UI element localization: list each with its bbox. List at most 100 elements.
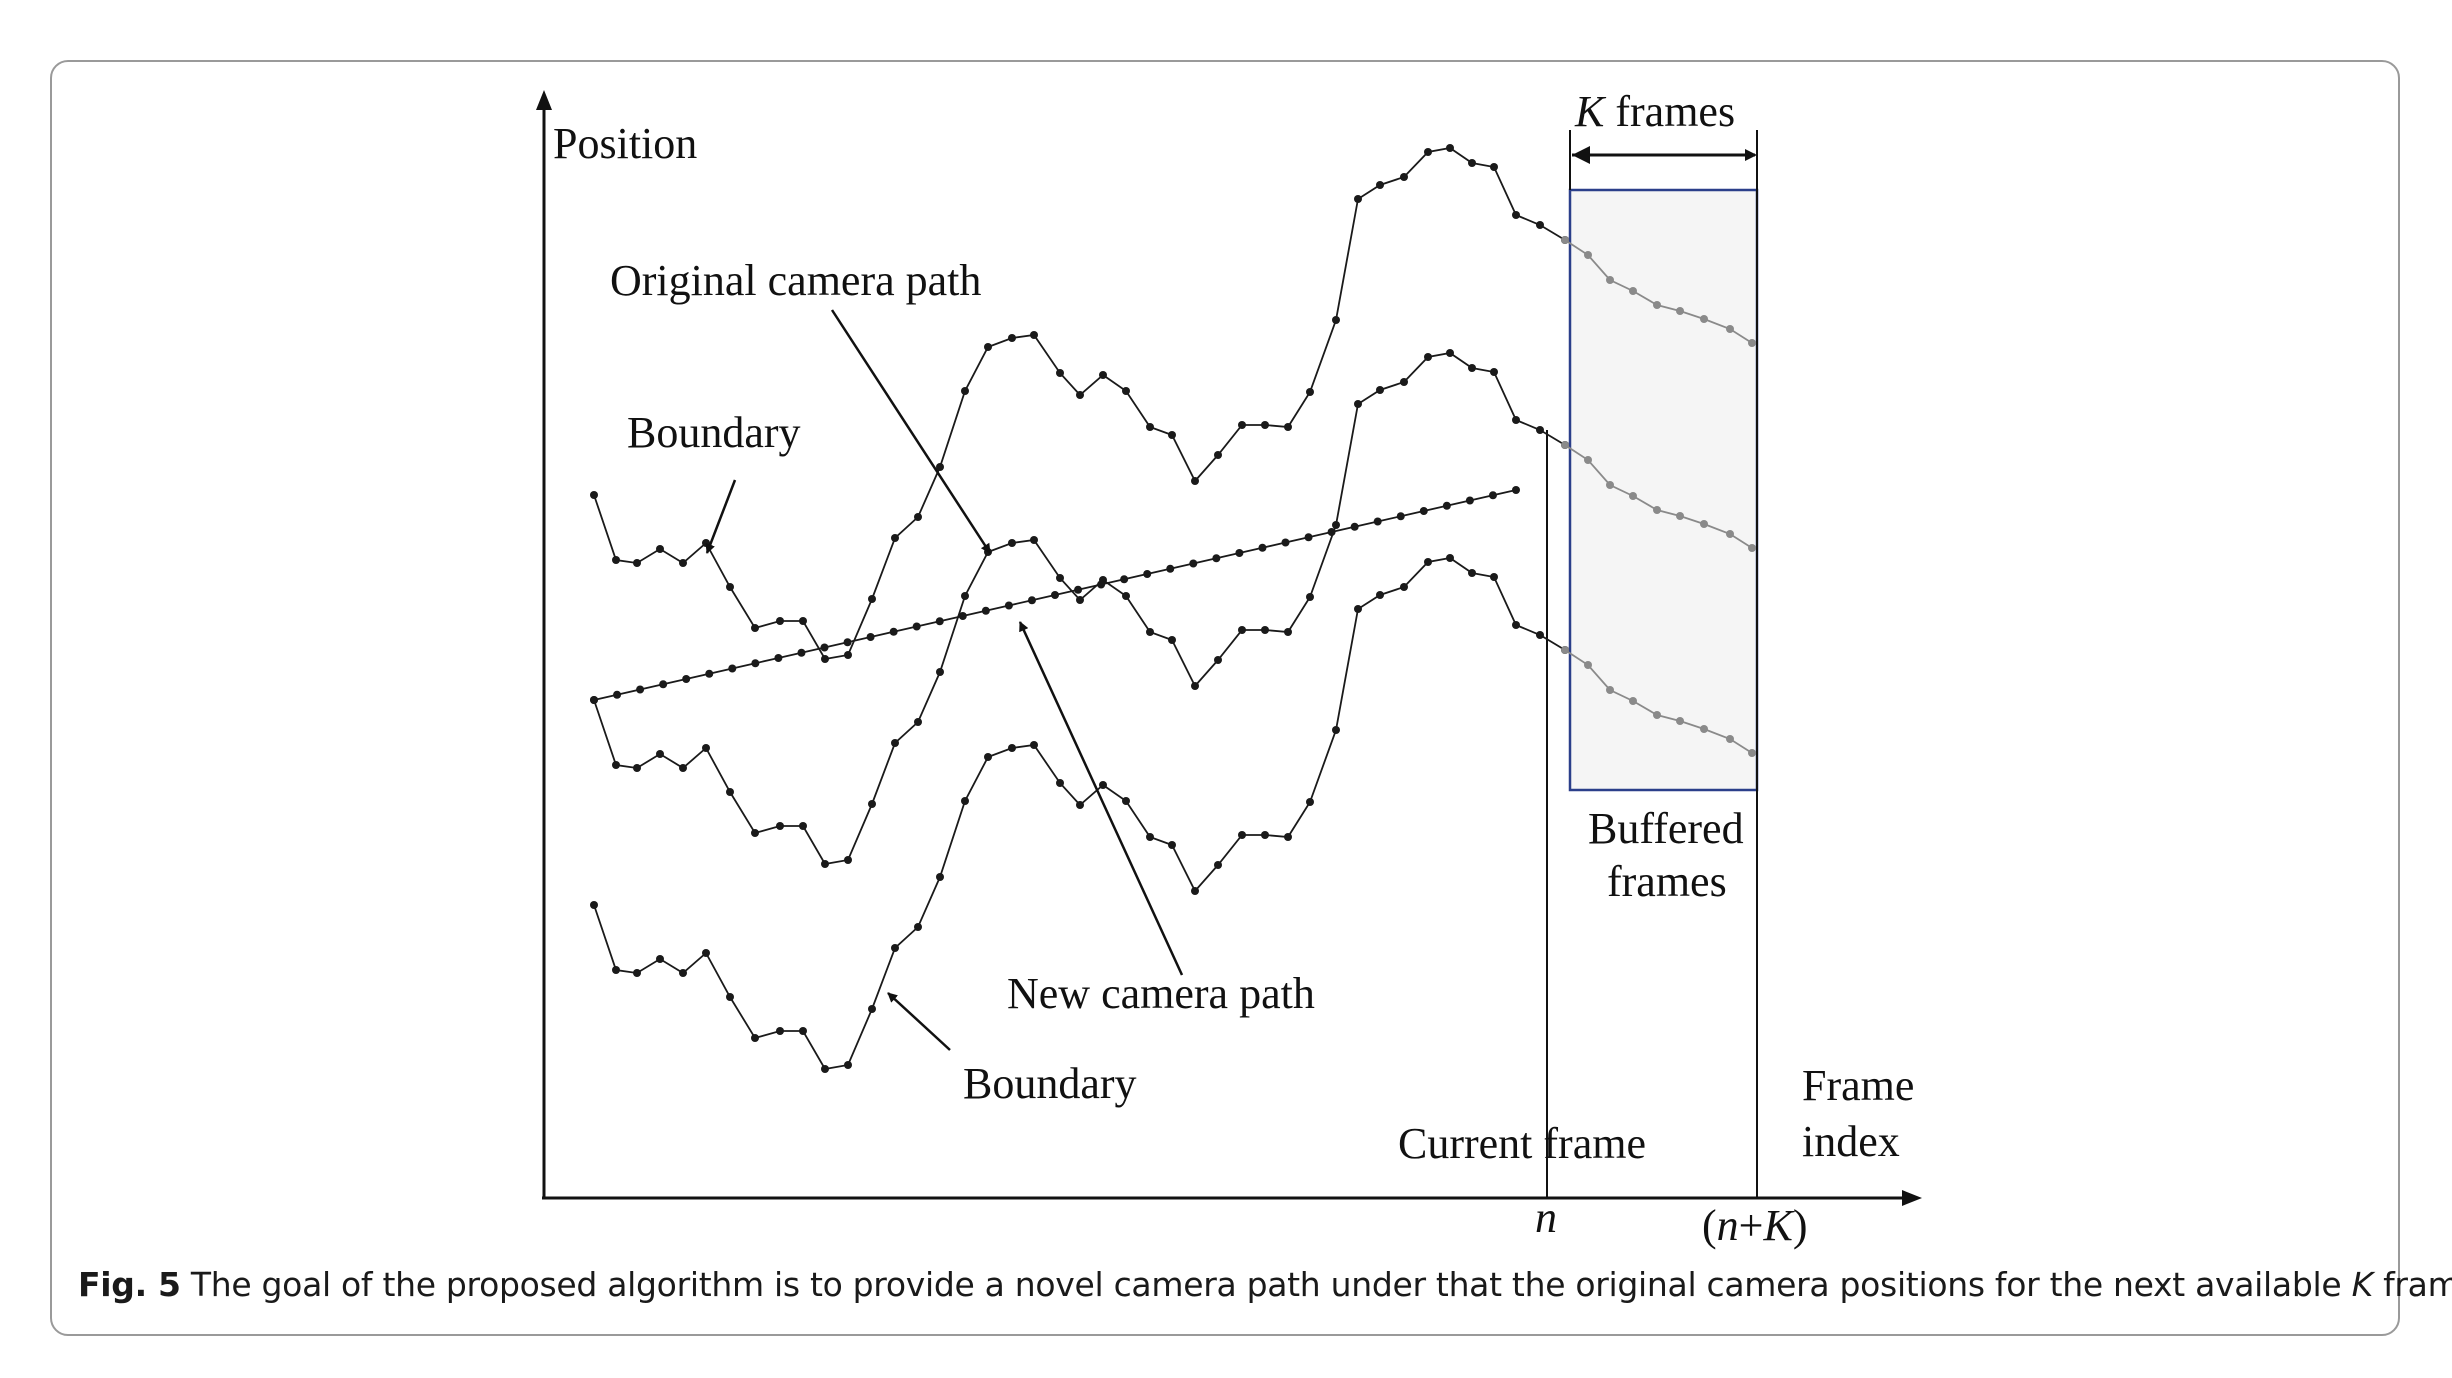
- lower-boundary-path-point: [1146, 833, 1154, 841]
- y-axis-label: Position: [553, 119, 697, 168]
- y-axis-arrowhead: [536, 90, 552, 110]
- new-camera-path-point: [1258, 543, 1267, 552]
- lower-boundary-path-point: [1099, 781, 1107, 789]
- upper-boundary-path-point: [1512, 211, 1520, 219]
- buffered-label-line1: Buffered: [1588, 804, 1744, 853]
- original-camera-path-point: [961, 592, 969, 600]
- upper-boundary-path-buffered-point: [1700, 315, 1708, 323]
- k-frames-var: K: [1574, 87, 1607, 136]
- upper-boundary-path-point: [1099, 371, 1107, 379]
- new-camera-path-point: [751, 659, 760, 668]
- original-camera-path-buffered-point: [1629, 492, 1637, 500]
- upper-boundary-path-point: [1284, 423, 1292, 431]
- new-camera-path-point: [1442, 501, 1451, 510]
- new-camera-path-point: [1327, 528, 1336, 536]
- lower-boundary-path-point: [984, 753, 992, 761]
- upper-boundary-path-point: [1008, 334, 1016, 342]
- k-frames-arrow-left-head: [1572, 146, 1590, 164]
- new-path-label: New camera path: [1007, 969, 1315, 1018]
- upper-boundary-path-point: [844, 651, 852, 659]
- buffer-box: [1568, 188, 1759, 792]
- new-camera-path-point: [820, 643, 829, 652]
- x-axis-arrowhead: [1902, 1190, 1922, 1206]
- lower-boundary-path-buffered-point: [1653, 711, 1661, 719]
- original-camera-path-point: [726, 788, 734, 796]
- tick-nk-close: ): [1793, 1201, 1808, 1250]
- original-camera-path-point: [1238, 626, 1246, 634]
- new-camera-path-point: [636, 685, 645, 694]
- new-camera-path-point: [1074, 585, 1083, 594]
- lower-boundary-path-point: [1168, 841, 1176, 849]
- upper-boundary-path-point: [1146, 423, 1154, 431]
- lower-boundary-path-point: [821, 1065, 829, 1073]
- lower-boundary-path-point: [914, 923, 922, 931]
- lower-boundary-path-point: [1261, 831, 1269, 839]
- lower-boundary-path-point: [1030, 741, 1038, 749]
- new-camera-path-point: [981, 606, 990, 615]
- lower-boundary-path-buffered-point: [1748, 749, 1756, 757]
- lower-boundary-path-buffered-point: [1676, 717, 1684, 725]
- lower-boundary-path-point: [1122, 797, 1130, 805]
- upper-boundary-path-point: [1238, 421, 1246, 429]
- new-camera-path-point: [912, 622, 921, 631]
- new-camera-path-point: [1488, 491, 1497, 500]
- original-camera-path-point: [868, 800, 876, 808]
- tick-nk-open: (: [1702, 1201, 1717, 1250]
- new-camera-path-point: [1304, 533, 1313, 542]
- upper-boundary-path-point: [751, 624, 759, 632]
- lower-boundary-path-buffered-point: [1561, 646, 1569, 654]
- new-camera-path-point: [1512, 486, 1520, 494]
- upper-boundary-path-buffered-point: [1748, 339, 1756, 347]
- new-camera-path-point: [1097, 580, 1106, 589]
- figure-caption: Fig. 5 The goal of the proposed algorith…: [78, 1265, 2452, 1304]
- lower-boundary-path-point: [1512, 621, 1520, 629]
- original-camera-path-point: [1332, 521, 1340, 529]
- upper-boundary-path-point: [590, 491, 598, 499]
- lower-boundary-path-point: [612, 966, 620, 974]
- new-camera-path-point: [613, 690, 622, 699]
- original-camera-path-point: [1261, 626, 1269, 634]
- original-camera-path-point: [1008, 539, 1016, 547]
- original-camera-path-point: [1468, 364, 1476, 372]
- upper-boundary-path-buffered-point: [1584, 251, 1592, 259]
- lower-boundary-path-point: [1056, 779, 1064, 787]
- original-camera-path-point: [1424, 353, 1432, 361]
- upper-boundary-path-point: [656, 545, 664, 553]
- new-camera-path-point: [1373, 517, 1382, 526]
- original-camera-path-point: [1056, 574, 1064, 582]
- new-camera-path-point: [1051, 591, 1059, 599]
- upper-boundary-path-point: [1076, 391, 1084, 399]
- new-camera-path-point: [935, 617, 944, 626]
- lower-boundary-path-point: [1306, 798, 1314, 806]
- lower-boundary-path-point: [1008, 744, 1016, 752]
- new-camera-path-point: [1166, 564, 1175, 573]
- original-camera-path-point: [1122, 592, 1130, 600]
- original-camera-path-buffered-point: [1748, 544, 1756, 552]
- upper-boundary-path-point: [776, 617, 784, 625]
- new-camera-path-point: [1465, 496, 1474, 505]
- new-camera-path-point: [705, 669, 714, 678]
- original-camera-path-buffered-point: [1606, 481, 1614, 489]
- upper-boundary-path-point: [1168, 431, 1176, 439]
- caption-k: K: [2351, 1265, 2374, 1304]
- upper-boundary-path-point: [679, 559, 687, 567]
- new-camera-path-point: [1143, 570, 1152, 578]
- tick-nk-n: n: [1717, 1201, 1739, 1250]
- new-camera-path-point: [889, 627, 898, 636]
- upper-boundary-path-point: [1354, 195, 1362, 203]
- lower-boundary-path-point: [1191, 887, 1199, 895]
- lower-boundary-path-point: [1076, 801, 1084, 809]
- lower-boundary-path-point: [1424, 558, 1432, 566]
- original-camera-path-point: [1446, 349, 1454, 357]
- boundary-top-pointer: [705, 479, 737, 554]
- lower-boundary-path-buffered-point: [1629, 697, 1637, 705]
- original-camera-path-point: [1512, 416, 1520, 424]
- new-camera-path-point: [1189, 559, 1198, 568]
- lower-boundary-path-point: [702, 949, 710, 957]
- new-camera-path-point: [1027, 596, 1036, 605]
- lower-boundary-path-point: [590, 901, 598, 909]
- lower-boundary-path-buffered-point: [1606, 686, 1614, 694]
- upper-boundary-path-point: [799, 617, 807, 625]
- lower-boundary-path-point: [1446, 554, 1454, 562]
